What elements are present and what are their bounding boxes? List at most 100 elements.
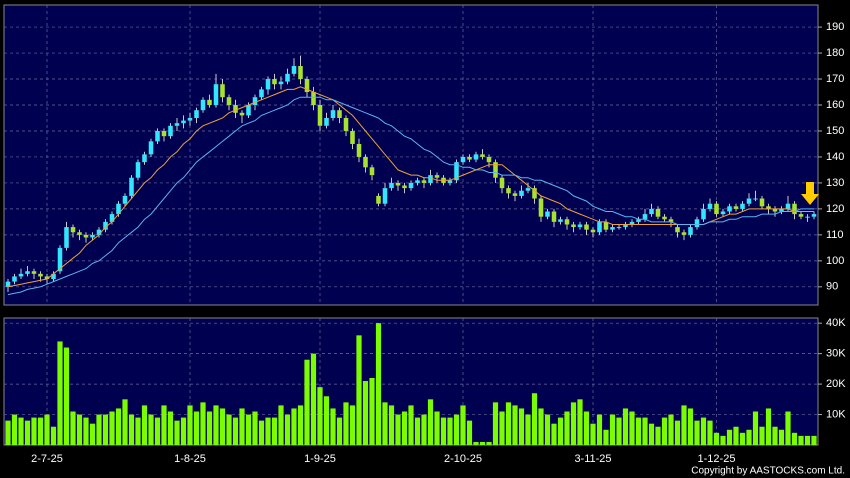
candle-body [226,97,232,105]
volume-bar [362,381,369,445]
volume-bar [245,414,252,445]
candle-body [538,198,544,217]
volume-bar [557,417,564,445]
volume-bar [356,335,362,445]
candle-body [298,66,303,80]
plot-layer: 90 100 110 120 130 140 150 160 170 180 190 10K 20K 30… [4,5,846,465]
candle-body [330,110,336,118]
candle-body [564,219,570,225]
candle-body [707,203,713,209]
volume-bar [336,417,343,445]
volume-bar [687,408,694,445]
volume-bar [681,405,687,445]
volume-bar [115,408,122,445]
candle-body [239,112,245,116]
volume-bar [440,417,447,445]
volume-bar [128,414,135,445]
candle-body [688,227,693,235]
volume-bar [772,426,778,445]
volume-bar [174,420,180,445]
x-tick-label: 2-10-25 [444,453,482,465]
candle-body [200,99,206,111]
volume-bar [226,414,232,445]
candle-body [51,273,56,280]
volume-bar [310,353,317,445]
price-panel [3,4,819,306]
candle-body [38,273,43,277]
y-tick-label: 180 [826,47,844,59]
volume-bar [63,347,70,445]
volume-bar [642,417,648,445]
volume-bar [375,323,382,445]
candle-body [389,182,394,189]
candle-body [109,214,115,222]
candle-body [740,203,745,209]
candle-body [785,203,791,209]
candle-body [246,105,251,116]
volume-bar [798,435,804,445]
candle-body [415,180,420,183]
candle-body [259,89,264,98]
candle-body [18,273,24,277]
candle-body [454,162,459,181]
volume-bar [759,426,765,445]
volume-bar [395,414,401,445]
candle-body [90,234,95,238]
candle-body [233,105,238,113]
candle-body [512,193,518,196]
candle-body [304,79,310,93]
volume-bar [271,417,278,445]
candle-body [434,175,440,178]
candle-body [207,99,212,105]
candle-body [5,281,11,287]
candle-body [499,177,505,189]
candle-body [64,227,69,248]
candle-body [759,198,765,207]
candle-body [447,180,453,183]
volume-bar [200,402,206,445]
candle-body [116,203,121,215]
candle-body [681,232,687,235]
candle-body [779,208,784,212]
candle-body [148,141,154,155]
y-tick-label: 190 [826,21,844,33]
volume-bar [648,423,655,445]
volume-bar [499,411,505,445]
candle-body [571,224,576,228]
y-tick-label: 30K [826,348,846,360]
candle-body [746,198,752,204]
volume-bar [668,414,674,445]
candle-body [343,117,349,131]
candle-body [161,130,167,137]
candle-body [194,110,199,118]
candle-body [480,154,485,157]
candle-body [467,156,472,160]
copyright: Copyright by AASTOCKS.com Ltd. [691,466,845,477]
volume-bar [720,435,726,445]
volume-bar [629,411,635,445]
volume-bar [109,411,115,445]
volume-bar [83,417,89,445]
y-tick-label: 10K [826,408,846,420]
candle-body [31,271,37,274]
volume-bar [193,411,200,445]
volume-bar [167,411,174,445]
volume-bar [122,399,128,445]
candle-body [428,175,433,183]
volume-bar [785,411,791,445]
candle-body [272,79,277,85]
volume-bar [76,414,83,445]
volume-bar [434,411,440,445]
volume-bar [96,414,102,445]
x-tick-label: 2-7-25 [31,453,63,465]
candle-body [155,130,160,142]
volume-bar [479,441,486,445]
volume-bar [57,341,63,445]
volume-bar [739,432,746,445]
y-tick-label: 110 [826,229,844,241]
volume-bar [37,417,44,445]
candle-body [766,206,771,209]
volume-bar [421,414,427,445]
candle-body [402,185,407,189]
